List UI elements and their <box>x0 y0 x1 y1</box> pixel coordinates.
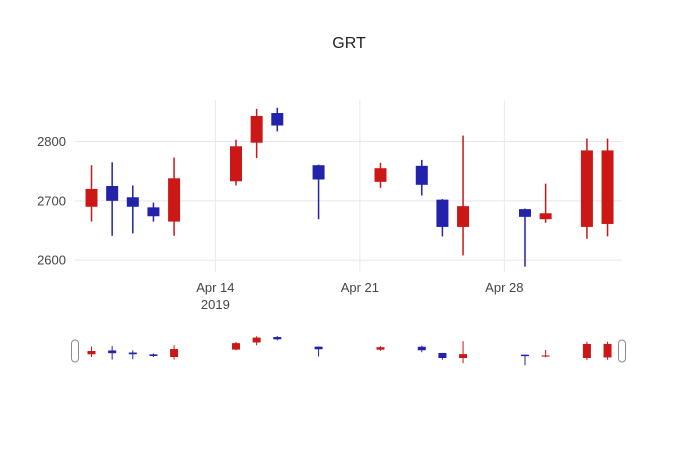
x-tick-label: Apr 28 <box>485 280 523 295</box>
candle-body <box>374 168 387 182</box>
mini-candle-body <box>314 346 323 350</box>
candle-body <box>271 113 284 126</box>
candle-body <box>85 188 98 207</box>
y-tick-label: 2600 <box>37 253 66 268</box>
mini-candle-body <box>582 343 591 358</box>
candle-body <box>539 213 552 220</box>
candle-body <box>250 116 263 143</box>
candle-body <box>106 186 119 201</box>
candle-body <box>415 165 428 185</box>
mini-candle-body <box>149 354 158 357</box>
x-tick-sublabel: 2019 <box>201 297 230 312</box>
x-tick-label: Apr 14 <box>196 280 234 295</box>
chart-title: GRT <box>332 35 366 52</box>
y-tick-label: 2800 <box>37 134 66 149</box>
mini-candle-body <box>232 343 241 350</box>
mini-candle-body <box>603 343 612 358</box>
y-tick-label: 2700 <box>37 193 66 208</box>
mini-candle-body <box>541 355 550 357</box>
mini-candle-body <box>417 346 426 351</box>
mini-candle-body <box>108 350 117 354</box>
mini-candle-body <box>273 337 282 340</box>
candle-body <box>601 150 614 224</box>
mini-candle-body <box>87 351 96 355</box>
candle-body <box>518 209 531 217</box>
grid-layer <box>75 100 622 272</box>
candle-body <box>126 197 139 207</box>
candle-body <box>168 178 181 222</box>
x-tick-label: Apr 21 <box>341 280 379 295</box>
mini-candle-body <box>438 352 447 358</box>
candle-body <box>230 146 243 182</box>
candle-body <box>436 199 449 227</box>
rangeslider[interactable] <box>71 336 626 366</box>
candle-body <box>147 207 160 217</box>
candle-body <box>312 165 325 180</box>
axes-layer: 2600 2700 2800 Apr 14 2019 Apr 21 Apr 28 <box>37 134 523 312</box>
mini-candle-body <box>520 354 529 357</box>
plot-area[interactable] <box>75 100 622 272</box>
candle-body <box>457 206 470 227</box>
rangeslider-handle-right[interactable] <box>618 339 626 363</box>
rangeslider-handle-left[interactable] <box>71 339 79 363</box>
candle-body <box>580 150 593 227</box>
mini-candle-body <box>459 354 468 358</box>
mini-candle-body <box>128 352 137 355</box>
mini-candle-body <box>376 347 385 350</box>
mini-candle-body <box>252 337 261 343</box>
candles-layer <box>85 107 614 267</box>
mini-candle-body <box>170 349 179 357</box>
